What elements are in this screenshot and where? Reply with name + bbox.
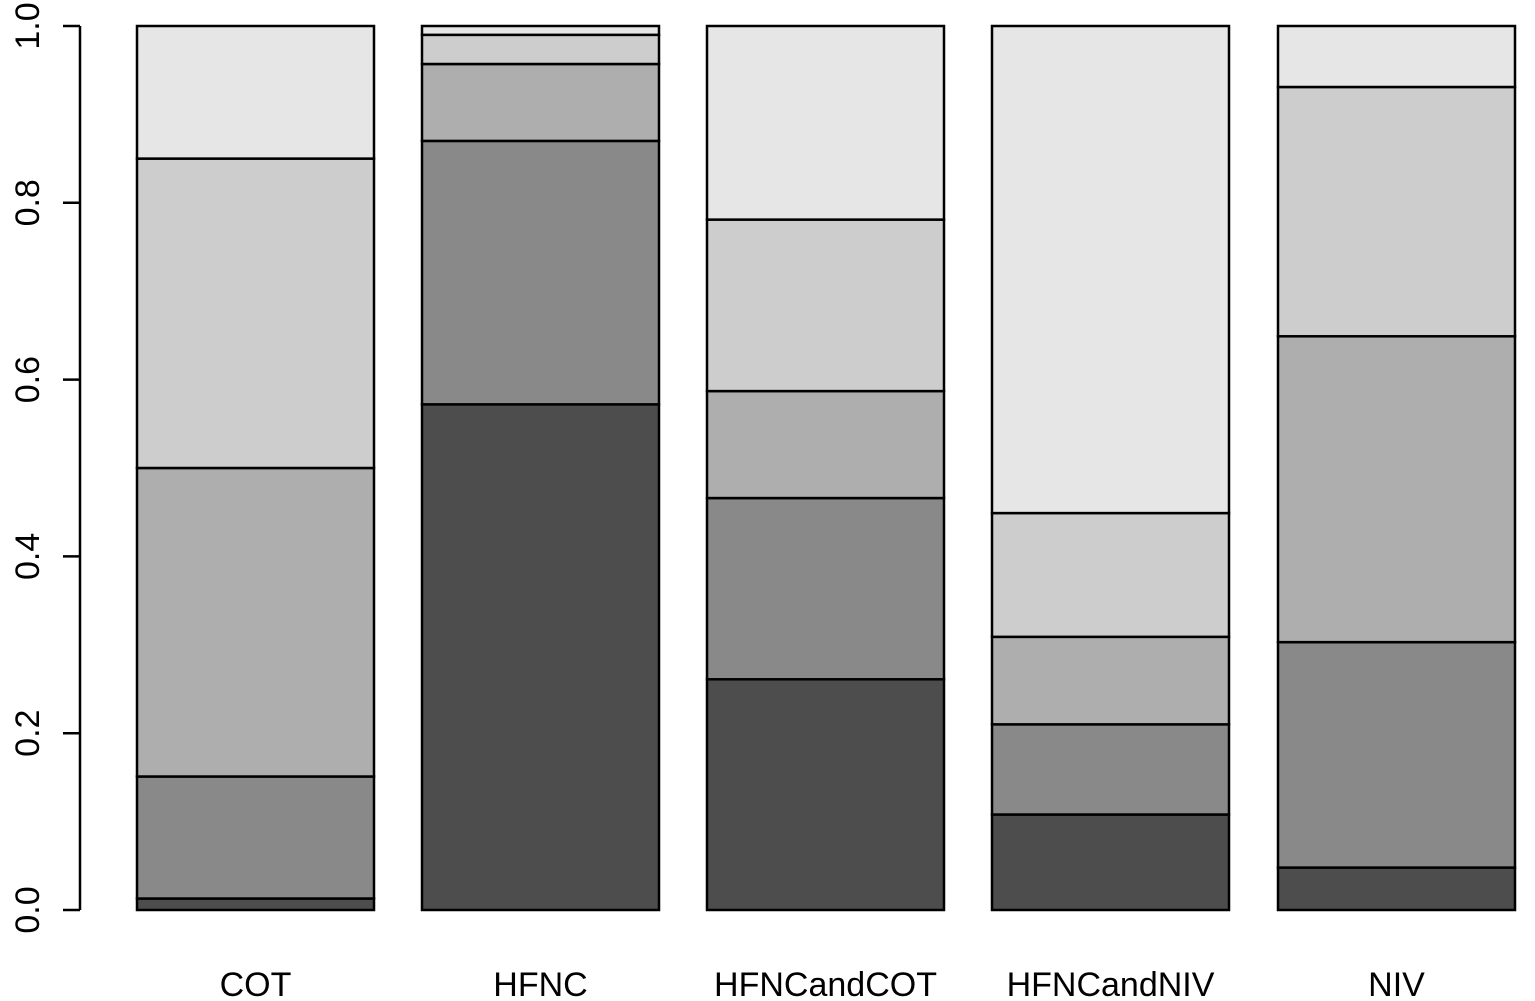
- bar-segment-hfnc-2: [420, 139, 661, 406]
- x-tick-label-hfncandcot: HFNCandCOT: [714, 966, 937, 1001]
- bar-group-cot: [135, 24, 376, 912]
- y-tick-label: 0.4: [9, 533, 47, 580]
- y-tick-label: 1.0: [9, 2, 47, 49]
- bar-segment-niv-2: [1276, 640, 1517, 869]
- y-tick-label: 0.6: [9, 356, 47, 403]
- bar-segment-hfnc-1: [420, 403, 661, 912]
- bar-segment-hfncandniv-1: [990, 813, 1231, 912]
- bars-layer: [135, 24, 1517, 912]
- bar-segment-hfncandcot-1: [705, 678, 946, 912]
- x-axis-labels: COT HFNC HFNCandCOT HFNCandNIV NIV: [220, 966, 1426, 1001]
- bar-segment-niv-5: [1276, 24, 1517, 89]
- bar-segment-niv-4: [1276, 85, 1517, 338]
- bar-segment-niv-3: [1276, 335, 1517, 644]
- bar-segment-hfncandcot-4: [705, 218, 946, 393]
- bar-segment-hfncandniv-2: [990, 723, 1231, 816]
- x-tick-label-hfncandniv: HFNCandNIV: [1007, 966, 1215, 1001]
- bar-segment-hfncandcot-2: [705, 496, 946, 681]
- y-tick-label: 0.2: [9, 710, 47, 757]
- bar-segment-hfncandniv-5: [990, 24, 1231, 515]
- bar-segment-hfnc-5: [420, 24, 661, 37]
- bar-segment-cot-2: [135, 775, 376, 900]
- x-tick-label-cot: COT: [220, 966, 292, 1001]
- bar-segment-cot-3: [135, 466, 376, 778]
- x-tick-label-niv: NIV: [1368, 966, 1425, 1001]
- bar-segment-hfnc-3: [420, 62, 661, 143]
- bar-segment-cot-1: [135, 897, 376, 912]
- bar-group-niv: [1276, 24, 1517, 912]
- bar-segment-cot-5: [135, 24, 376, 160]
- bar-segment-cot-4: [135, 157, 376, 470]
- bar-group-hfnc: [420, 24, 661, 912]
- bar-segment-hfncandcot-5: [705, 24, 946, 221]
- x-tick-label-hfnc: HFNC: [493, 966, 587, 1001]
- bar-segment-hfncandniv-4: [990, 511, 1231, 639]
- bar-group-hfncandniv: [990, 24, 1231, 912]
- bar-segment-niv-1: [1276, 866, 1517, 912]
- bar-segment-hfncandniv-3: [990, 635, 1231, 726]
- y-tick-label: 0.8: [9, 179, 47, 226]
- y-tick-label: 0.0: [9, 886, 47, 933]
- bar-group-hfncandcot: [705, 24, 946, 912]
- bar-segment-hfnc-4: [420, 33, 661, 66]
- bar-segment-hfncandcot-3: [705, 389, 946, 500]
- y-axis: 0.0 0.2 0.4 0.6 0.8 1.0: [9, 2, 82, 934]
